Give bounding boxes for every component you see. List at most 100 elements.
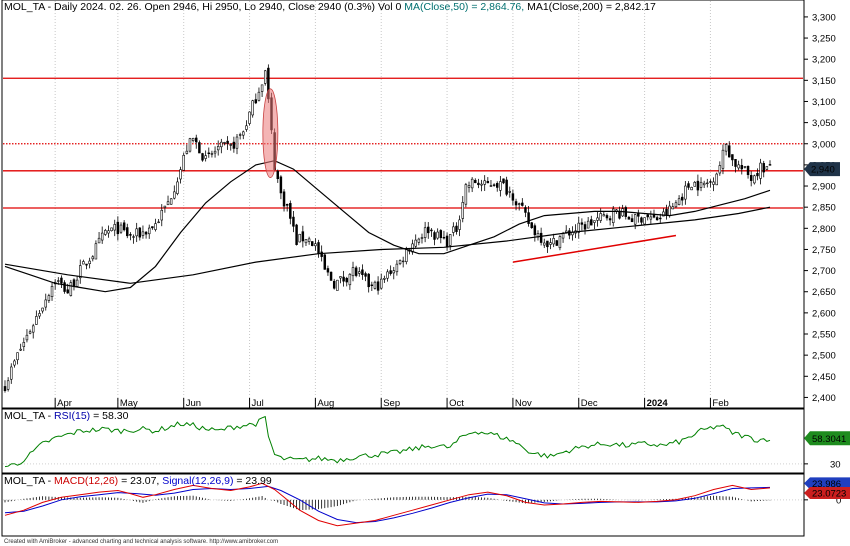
- candle: [743, 166, 747, 169]
- month-label: Apr: [57, 398, 72, 409]
- candle-body: [185, 150, 189, 154]
- candle-body: [373, 281, 377, 289]
- candle-body: [204, 155, 207, 159]
- macd-pane[interactable]: 0 MOL_TA - MACD(12,26) = 23.07, Signal(1…: [1, 473, 850, 537]
- candle-body: [113, 224, 116, 231]
- price-tick-label: 2,700: [812, 266, 836, 277]
- candle: [687, 181, 690, 190]
- candle: [97, 231, 101, 244]
- candle: [423, 221, 427, 243]
- candle: [107, 225, 110, 238]
- candle: [358, 267, 361, 277]
- candle: [753, 174, 756, 185]
- last-price-badge-shape: [804, 162, 840, 177]
- candle: [458, 215, 461, 237]
- candle-body: [674, 202, 678, 208]
- candle: [671, 202, 675, 210]
- candle: [370, 281, 374, 292]
- candle: [154, 218, 157, 232]
- month-label: Nov: [515, 398, 532, 409]
- candle-body: [442, 236, 446, 239]
- candle-body: [47, 295, 51, 301]
- candle-body: [276, 170, 280, 180]
- candle: [191, 137, 195, 143]
- month-label: Oct: [449, 398, 464, 409]
- candle-body: [511, 193, 515, 201]
- candle: [530, 221, 533, 229]
- price-pane[interactable]: 2,400 2,450 2,500 2,550 2,600 2,650 2,700 2,750…: [1, 0, 840, 409]
- candle: [85, 263, 88, 270]
- candle: [213, 146, 217, 158]
- macd-series: [4, 482, 771, 527]
- candle-body: [41, 307, 44, 312]
- candle: [348, 273, 352, 290]
- candle-body: [728, 145, 731, 158]
- candle: [627, 215, 631, 220]
- candle: [301, 225, 305, 248]
- candle-body: [448, 234, 452, 246]
- candle-body: [147, 227, 151, 235]
- price-tick-label: 2,500: [812, 351, 836, 362]
- candle: [173, 185, 176, 200]
- candle-body: [332, 280, 336, 289]
- candle-body: [492, 184, 496, 186]
- candle-body: [179, 169, 182, 180]
- candle: [129, 232, 132, 241]
- candle-body: [593, 220, 596, 223]
- candle: [511, 189, 515, 206]
- candle-body: [10, 366, 13, 380]
- candle-body: [251, 100, 254, 116]
- candle: [765, 166, 769, 171]
- candle: [633, 213, 637, 230]
- price-tick-label: 2,900: [812, 182, 836, 193]
- candle: [157, 219, 160, 224]
- candle: [420, 233, 424, 244]
- candle: [151, 226, 154, 230]
- candle: [147, 224, 151, 239]
- candle-body: [282, 191, 286, 207]
- rsi-pane[interactable]: 30 MOL_TA - RSI(15) = 58.30 58.3041: [1, 408, 850, 474]
- candle: [298, 233, 301, 243]
- candle: [586, 217, 590, 229]
- rsi-series: [4, 415, 771, 468]
- candle-body: [13, 360, 16, 366]
- candle-body: [336, 279, 339, 291]
- price-tick-label: 3,200: [812, 55, 836, 66]
- candle: [605, 213, 609, 221]
- signal-value-badge-shape: [804, 477, 850, 490]
- candle-body: [122, 222, 126, 231]
- candle-body: [455, 225, 458, 232]
- candle-body: [743, 166, 747, 168]
- candle: [311, 241, 314, 247]
- candle: [593, 220, 596, 229]
- candle: [22, 337, 26, 352]
- candle-body: [405, 248, 408, 262]
- candle: [144, 231, 148, 239]
- candle-body: [721, 149, 725, 169]
- signal-header-value: = 23.99: [233, 475, 271, 487]
- candle-body: [295, 224, 298, 245]
- candle: [495, 181, 499, 192]
- candle-body: [499, 181, 502, 191]
- candle-body: [555, 240, 559, 246]
- candle-body: [724, 144, 728, 152]
- candle: [674, 200, 678, 208]
- last-price-label: 2,940: [811, 165, 835, 176]
- candle: [6, 377, 10, 392]
- rsi-tick-label: 30: [830, 459, 841, 470]
- candle-body: [75, 279, 79, 287]
- candle-body: [160, 209, 163, 221]
- candle-body: [216, 146, 220, 151]
- candle-body: [182, 155, 185, 171]
- candle-body: [677, 198, 681, 205]
- candle: [740, 158, 744, 175]
- candle-body: [163, 205, 167, 208]
- candle-body: [248, 111, 251, 124]
- candle: [332, 278, 336, 290]
- candle-body: [72, 279, 76, 287]
- candle: [232, 136, 236, 153]
- candle-body: [495, 183, 499, 188]
- candle-body: [138, 227, 142, 238]
- candle: [552, 233, 555, 248]
